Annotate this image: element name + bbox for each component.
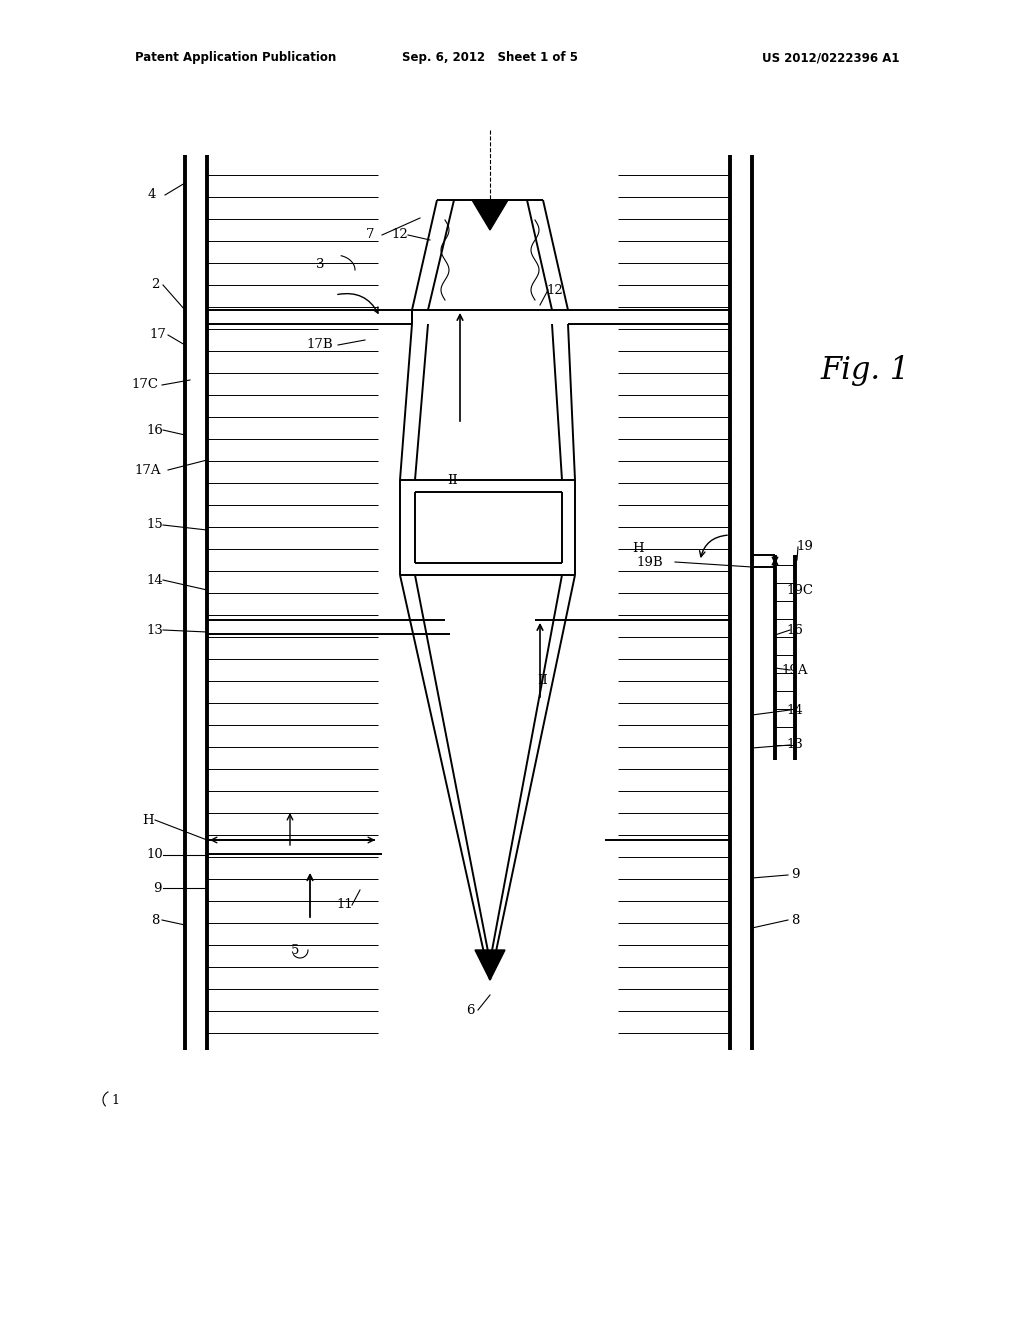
Text: 11: 11 (337, 899, 353, 912)
Text: 14: 14 (146, 573, 164, 586)
Text: 19B: 19B (637, 556, 664, 569)
Text: Sep. 6, 2012   Sheet 1 of 5: Sep. 6, 2012 Sheet 1 of 5 (402, 51, 578, 65)
Polygon shape (475, 950, 505, 979)
Text: 10: 10 (146, 849, 164, 862)
Text: 19C: 19C (786, 583, 813, 597)
Polygon shape (472, 201, 508, 230)
Text: 19A: 19A (781, 664, 808, 676)
Text: 17: 17 (150, 329, 167, 342)
Text: II: II (447, 474, 459, 487)
Text: II: II (538, 673, 549, 686)
Text: 9: 9 (153, 882, 161, 895)
Text: 4: 4 (147, 189, 157, 202)
Text: 7: 7 (366, 228, 374, 242)
Text: 17A: 17A (135, 463, 161, 477)
Text: 2: 2 (151, 279, 159, 292)
Text: H: H (632, 541, 644, 554)
Text: 17B: 17B (306, 338, 334, 351)
Text: 14: 14 (786, 704, 804, 717)
Text: 16: 16 (786, 623, 804, 636)
Text: 16: 16 (146, 424, 164, 437)
Text: US 2012/0222396 A1: US 2012/0222396 A1 (763, 51, 900, 65)
Text: 19: 19 (797, 540, 813, 553)
Text: 13: 13 (146, 623, 164, 636)
Text: 1: 1 (111, 1093, 119, 1106)
Text: 5: 5 (291, 944, 299, 957)
Text: 15: 15 (146, 519, 164, 532)
Text: 3: 3 (315, 259, 325, 272)
Text: 12: 12 (391, 228, 409, 242)
Text: 12: 12 (547, 284, 563, 297)
Text: Patent Application Publication: Patent Application Publication (135, 51, 336, 65)
Text: 8: 8 (791, 913, 799, 927)
Text: 17C: 17C (131, 379, 159, 392)
Text: Fig. 1: Fig. 1 (820, 355, 909, 385)
Text: 13: 13 (786, 738, 804, 751)
Text: 9: 9 (791, 869, 800, 882)
Text: 6: 6 (466, 1003, 474, 1016)
Text: H: H (142, 813, 154, 826)
Text: 8: 8 (151, 913, 159, 927)
